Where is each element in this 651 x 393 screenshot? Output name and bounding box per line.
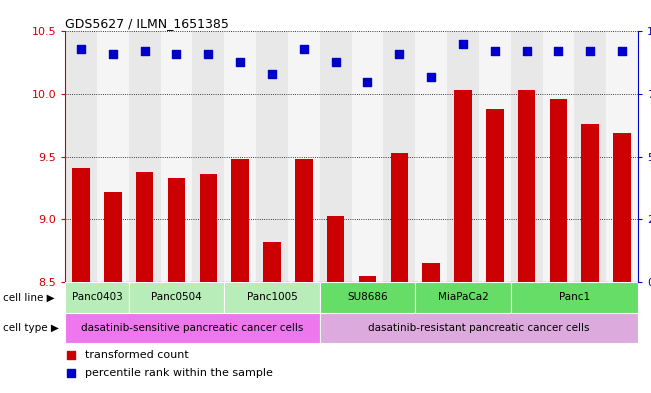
Text: Panc0504: Panc0504	[151, 292, 202, 302]
Point	[171, 51, 182, 57]
Point	[203, 51, 214, 57]
Bar	[72, 168, 90, 282]
Bar	[104, 192, 122, 282]
Bar	[193, 282, 224, 313]
Bar	[256, 282, 288, 313]
Point	[394, 51, 404, 57]
Bar	[415, 31, 447, 282]
Bar	[65, 282, 97, 313]
Bar	[510, 282, 638, 313]
Bar	[161, 282, 193, 313]
Bar	[415, 282, 510, 313]
Bar	[542, 282, 574, 313]
Text: SU8686: SU8686	[347, 292, 388, 302]
Point	[553, 48, 564, 55]
Bar	[447, 31, 479, 282]
Point	[426, 73, 436, 80]
Bar	[168, 178, 186, 282]
Point	[458, 41, 468, 47]
Bar	[549, 99, 567, 282]
Bar	[200, 174, 217, 282]
Bar	[613, 133, 631, 282]
Point	[362, 79, 372, 85]
Bar	[288, 31, 320, 282]
Point	[107, 51, 118, 57]
Bar	[327, 216, 344, 282]
Bar	[97, 282, 129, 313]
Bar	[415, 282, 447, 313]
Text: Panc0403: Panc0403	[72, 292, 122, 302]
Point	[398, 88, 409, 94]
Point	[490, 48, 500, 55]
Bar	[383, 282, 415, 313]
Bar	[320, 282, 415, 313]
Text: transformed count: transformed count	[85, 350, 189, 360]
Bar	[224, 282, 320, 313]
Bar	[479, 31, 510, 282]
Bar	[231, 159, 249, 282]
Bar	[352, 282, 383, 313]
Point	[76, 46, 86, 52]
Text: Panc1: Panc1	[559, 292, 590, 302]
Bar	[383, 31, 415, 282]
Text: GDS5627 / ILMN_1651385: GDS5627 / ILMN_1651385	[65, 17, 229, 30]
Text: dasatinib-resistant pancreatic cancer cells: dasatinib-resistant pancreatic cancer ce…	[368, 323, 590, 333]
Bar	[320, 31, 352, 282]
Bar	[606, 282, 638, 313]
Bar	[65, 313, 320, 343]
Bar	[518, 90, 535, 282]
Bar	[136, 172, 154, 282]
Bar	[193, 31, 224, 282]
Bar	[288, 282, 320, 313]
Bar	[542, 31, 574, 282]
Text: Panc1005: Panc1005	[247, 292, 298, 302]
Bar	[129, 282, 224, 313]
Bar	[320, 313, 638, 343]
Bar	[295, 159, 312, 282]
Bar	[454, 90, 472, 282]
Bar	[65, 282, 129, 313]
Bar	[129, 31, 161, 282]
Bar	[256, 31, 288, 282]
Text: cell type ▶: cell type ▶	[3, 323, 59, 333]
Bar	[97, 31, 129, 282]
Point	[299, 46, 309, 52]
Bar	[263, 242, 281, 282]
Bar	[479, 282, 510, 313]
Bar	[359, 276, 376, 282]
Bar	[510, 31, 542, 282]
Bar	[486, 109, 503, 282]
Bar	[224, 31, 256, 282]
Text: dasatinib-sensitive pancreatic cancer cells: dasatinib-sensitive pancreatic cancer ce…	[81, 323, 303, 333]
Point	[585, 48, 596, 55]
Bar	[574, 31, 606, 282]
Bar	[129, 282, 161, 313]
Bar	[422, 263, 440, 282]
Text: MiaPaCa2: MiaPaCa2	[437, 292, 488, 302]
Bar	[224, 282, 256, 313]
Bar	[581, 124, 599, 282]
Bar	[447, 282, 479, 313]
Text: cell line ▶: cell line ▶	[3, 292, 55, 302]
Point	[398, 255, 409, 261]
Bar	[352, 31, 383, 282]
Text: percentile rank within the sample: percentile rank within the sample	[85, 369, 273, 378]
Bar	[606, 31, 638, 282]
Point	[235, 59, 245, 65]
Point	[521, 48, 532, 55]
Bar	[574, 282, 606, 313]
Bar	[510, 282, 542, 313]
Bar	[65, 31, 97, 282]
Bar	[391, 153, 408, 282]
Point	[617, 48, 628, 55]
Bar	[161, 31, 193, 282]
Point	[331, 59, 341, 65]
Bar	[320, 282, 352, 313]
Point	[267, 71, 277, 77]
Point	[139, 48, 150, 55]
